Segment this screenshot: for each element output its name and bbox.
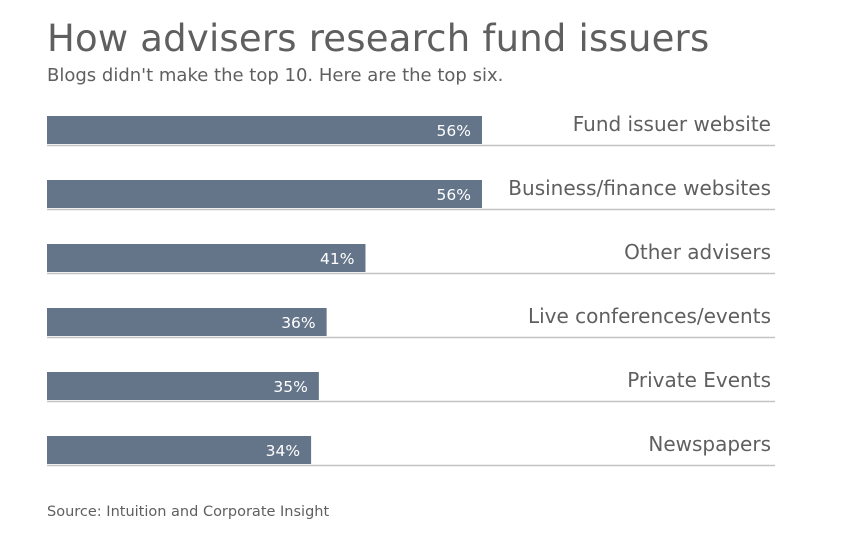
bar-row: 41% Other advisers — [47, 240, 775, 275]
bar — [47, 372, 319, 400]
category-label: Newspapers — [648, 432, 771, 456]
bar-value-label: 41% — [320, 250, 354, 268]
category-label: Business/finance websites — [508, 176, 771, 200]
category-label: Live conferences/events — [528, 304, 771, 328]
bar — [47, 308, 327, 336]
bar-row: 34% Newspapers — [47, 432, 775, 467]
bar-value-label: 35% — [273, 378, 307, 396]
bar — [47, 116, 482, 144]
bar-row: 56% Business/finance websites — [47, 176, 775, 211]
bar — [47, 436, 312, 464]
bar-row: 36% Live conferences/events — [47, 304, 775, 339]
bar-value-label: 36% — [281, 314, 315, 332]
category-label: Private Events — [627, 368, 771, 392]
source-note: Source: Intuition and Corporate Insight — [47, 504, 330, 520]
bar-value-label: 56% — [437, 122, 471, 140]
chart-title: How advisers research fund issuers — [47, 17, 710, 60]
chart-subtitle: Blogs didn't make the top 10. Here are t… — [47, 65, 504, 86]
category-label: Fund issuer website — [573, 112, 771, 136]
bar-row: 35% Private Events — [47, 368, 775, 403]
bar-row: 56% Fund issuer website — [47, 112, 775, 147]
category-label: Other advisers — [624, 240, 771, 264]
bar — [47, 244, 366, 272]
bar — [47, 180, 482, 208]
bar-value-label: 56% — [437, 186, 471, 204]
bar-value-label: 34% — [266, 442, 300, 460]
